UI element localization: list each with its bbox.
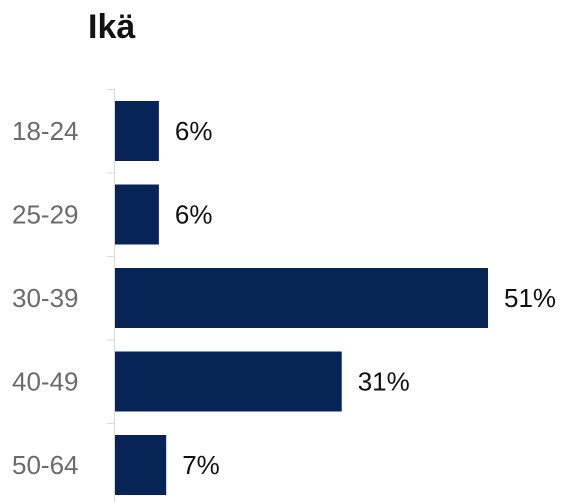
chart-title: Ikä (88, 8, 136, 46)
value-label: 6% (175, 200, 213, 230)
bar-25-29 (115, 184, 159, 245)
bar-40-49 (115, 351, 342, 412)
category-label: 40-49 (12, 367, 79, 397)
category-label: 18-24 (12, 116, 79, 146)
category-label: 30-39 (12, 283, 79, 313)
value-label: 51% (504, 283, 556, 313)
category-label: 50-64 (12, 450, 79, 480)
value-label: 31% (358, 367, 410, 397)
bar-30-39 (115, 268, 488, 328)
value-label: 6% (175, 116, 213, 146)
labels-layer: 18-24 6% 25-29 6% 30-39 51% 40-49 31% 50-64 7% (12, 116, 556, 480)
bars-layer (115, 101, 488, 495)
value-label: 7% (182, 450, 220, 480)
category-label: 25-29 (12, 200, 79, 230)
bar-18-24 (115, 101, 159, 161)
axis-layer (107, 88, 115, 502)
bar-50-64 (115, 435, 167, 495)
